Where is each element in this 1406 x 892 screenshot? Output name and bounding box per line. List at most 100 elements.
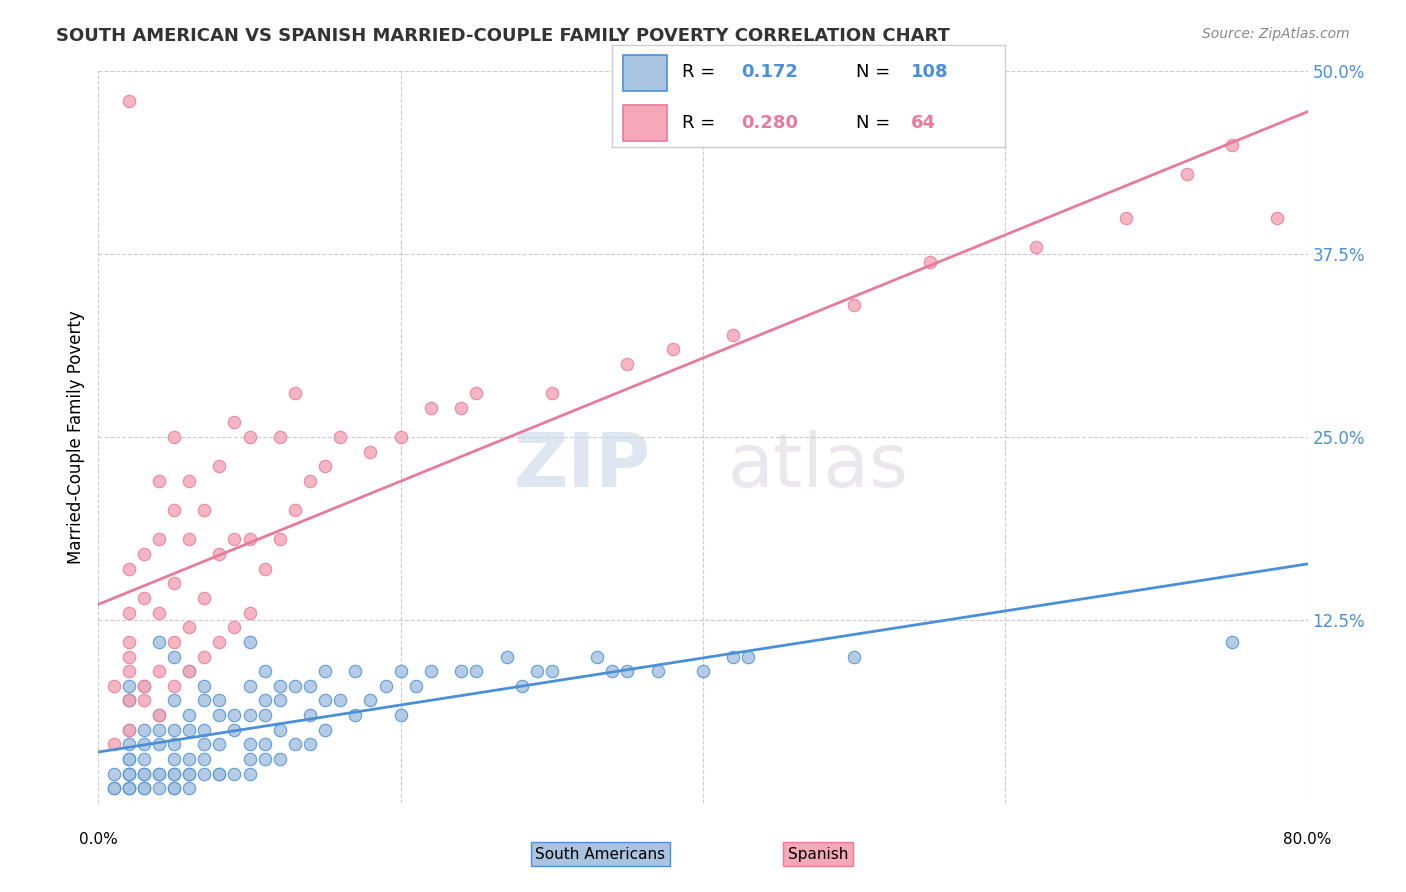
Point [148, 635, 170, 649]
Point [723, 649, 745, 664]
Point [692, 664, 714, 678]
Point [253, 752, 276, 766]
Point [118, 752, 141, 766]
Point [148, 766, 170, 780]
Point [208, 708, 231, 723]
Point [103, 737, 125, 751]
Point [224, 620, 246, 634]
Text: South Americans: South Americans [536, 847, 665, 862]
Point [253, 693, 276, 707]
Point [193, 693, 215, 707]
Point [269, 679, 291, 693]
Point [179, 766, 201, 780]
Point [224, 416, 246, 430]
Point [103, 781, 125, 796]
Point [1267, 211, 1289, 225]
Text: R =: R = [682, 63, 721, 81]
Point [239, 430, 262, 444]
Point [239, 533, 262, 547]
Point [118, 693, 141, 707]
Point [118, 766, 141, 780]
Point [208, 766, 231, 780]
Point [163, 752, 186, 766]
Point [118, 766, 141, 780]
Point [179, 533, 201, 547]
Point [1220, 137, 1243, 152]
Point [163, 635, 186, 649]
Point [132, 766, 155, 780]
Point [374, 679, 396, 693]
Point [132, 737, 155, 751]
Point [132, 679, 155, 693]
FancyBboxPatch shape [623, 55, 666, 91]
Point [132, 723, 155, 737]
Point [540, 386, 562, 401]
Point [179, 664, 201, 678]
Point [103, 766, 125, 780]
Point [314, 664, 336, 678]
Point [179, 474, 201, 488]
Point [616, 664, 638, 678]
Point [253, 562, 276, 576]
Point [193, 679, 215, 693]
Point [179, 723, 201, 737]
Text: Spanish: Spanish [787, 847, 848, 862]
Point [132, 693, 155, 707]
Point [405, 679, 427, 693]
Point [163, 679, 186, 693]
Point [616, 357, 638, 371]
Point [132, 547, 155, 561]
Point [193, 737, 215, 751]
Point [193, 591, 215, 605]
Point [208, 737, 231, 751]
Point [269, 723, 291, 737]
Point [163, 649, 186, 664]
Point [284, 503, 307, 517]
Point [148, 606, 170, 620]
Point [389, 708, 412, 723]
Text: N =: N = [856, 113, 896, 131]
Text: 108: 108 [911, 63, 949, 81]
Text: 64: 64 [911, 113, 936, 131]
Point [208, 459, 231, 474]
Point [269, 693, 291, 707]
Point [163, 430, 186, 444]
Point [450, 664, 472, 678]
Point [269, 430, 291, 444]
Point [208, 635, 231, 649]
Point [132, 766, 155, 780]
Point [314, 693, 336, 707]
Point [193, 723, 215, 737]
Point [586, 649, 609, 664]
Point [118, 723, 141, 737]
Point [239, 635, 262, 649]
Point [193, 766, 215, 780]
Point [118, 693, 141, 707]
Point [163, 503, 186, 517]
Point [344, 708, 367, 723]
Point [132, 679, 155, 693]
Y-axis label: Married-Couple Family Poverty: Married-Couple Family Poverty [66, 310, 84, 564]
Text: SOUTH AMERICAN VS SPANISH MARRIED-COUPLE FAMILY POVERTY CORRELATION CHART: SOUTH AMERICAN VS SPANISH MARRIED-COUPLE… [56, 27, 950, 45]
Point [299, 679, 322, 693]
Point [179, 752, 201, 766]
Point [253, 708, 276, 723]
Point [344, 664, 367, 678]
Point [208, 547, 231, 561]
Text: 0.172: 0.172 [741, 63, 799, 81]
Point [647, 664, 669, 678]
Point [465, 386, 488, 401]
Point [163, 766, 186, 780]
Point [193, 649, 215, 664]
Text: 0.0%: 0.0% [79, 832, 118, 847]
Point [360, 693, 382, 707]
Point [844, 298, 866, 312]
FancyBboxPatch shape [623, 105, 666, 141]
Point [132, 752, 155, 766]
Point [389, 430, 412, 444]
Text: 0.280: 0.280 [741, 113, 799, 131]
Point [284, 737, 307, 751]
Point [224, 766, 246, 780]
Point [253, 664, 276, 678]
Point [602, 664, 624, 678]
